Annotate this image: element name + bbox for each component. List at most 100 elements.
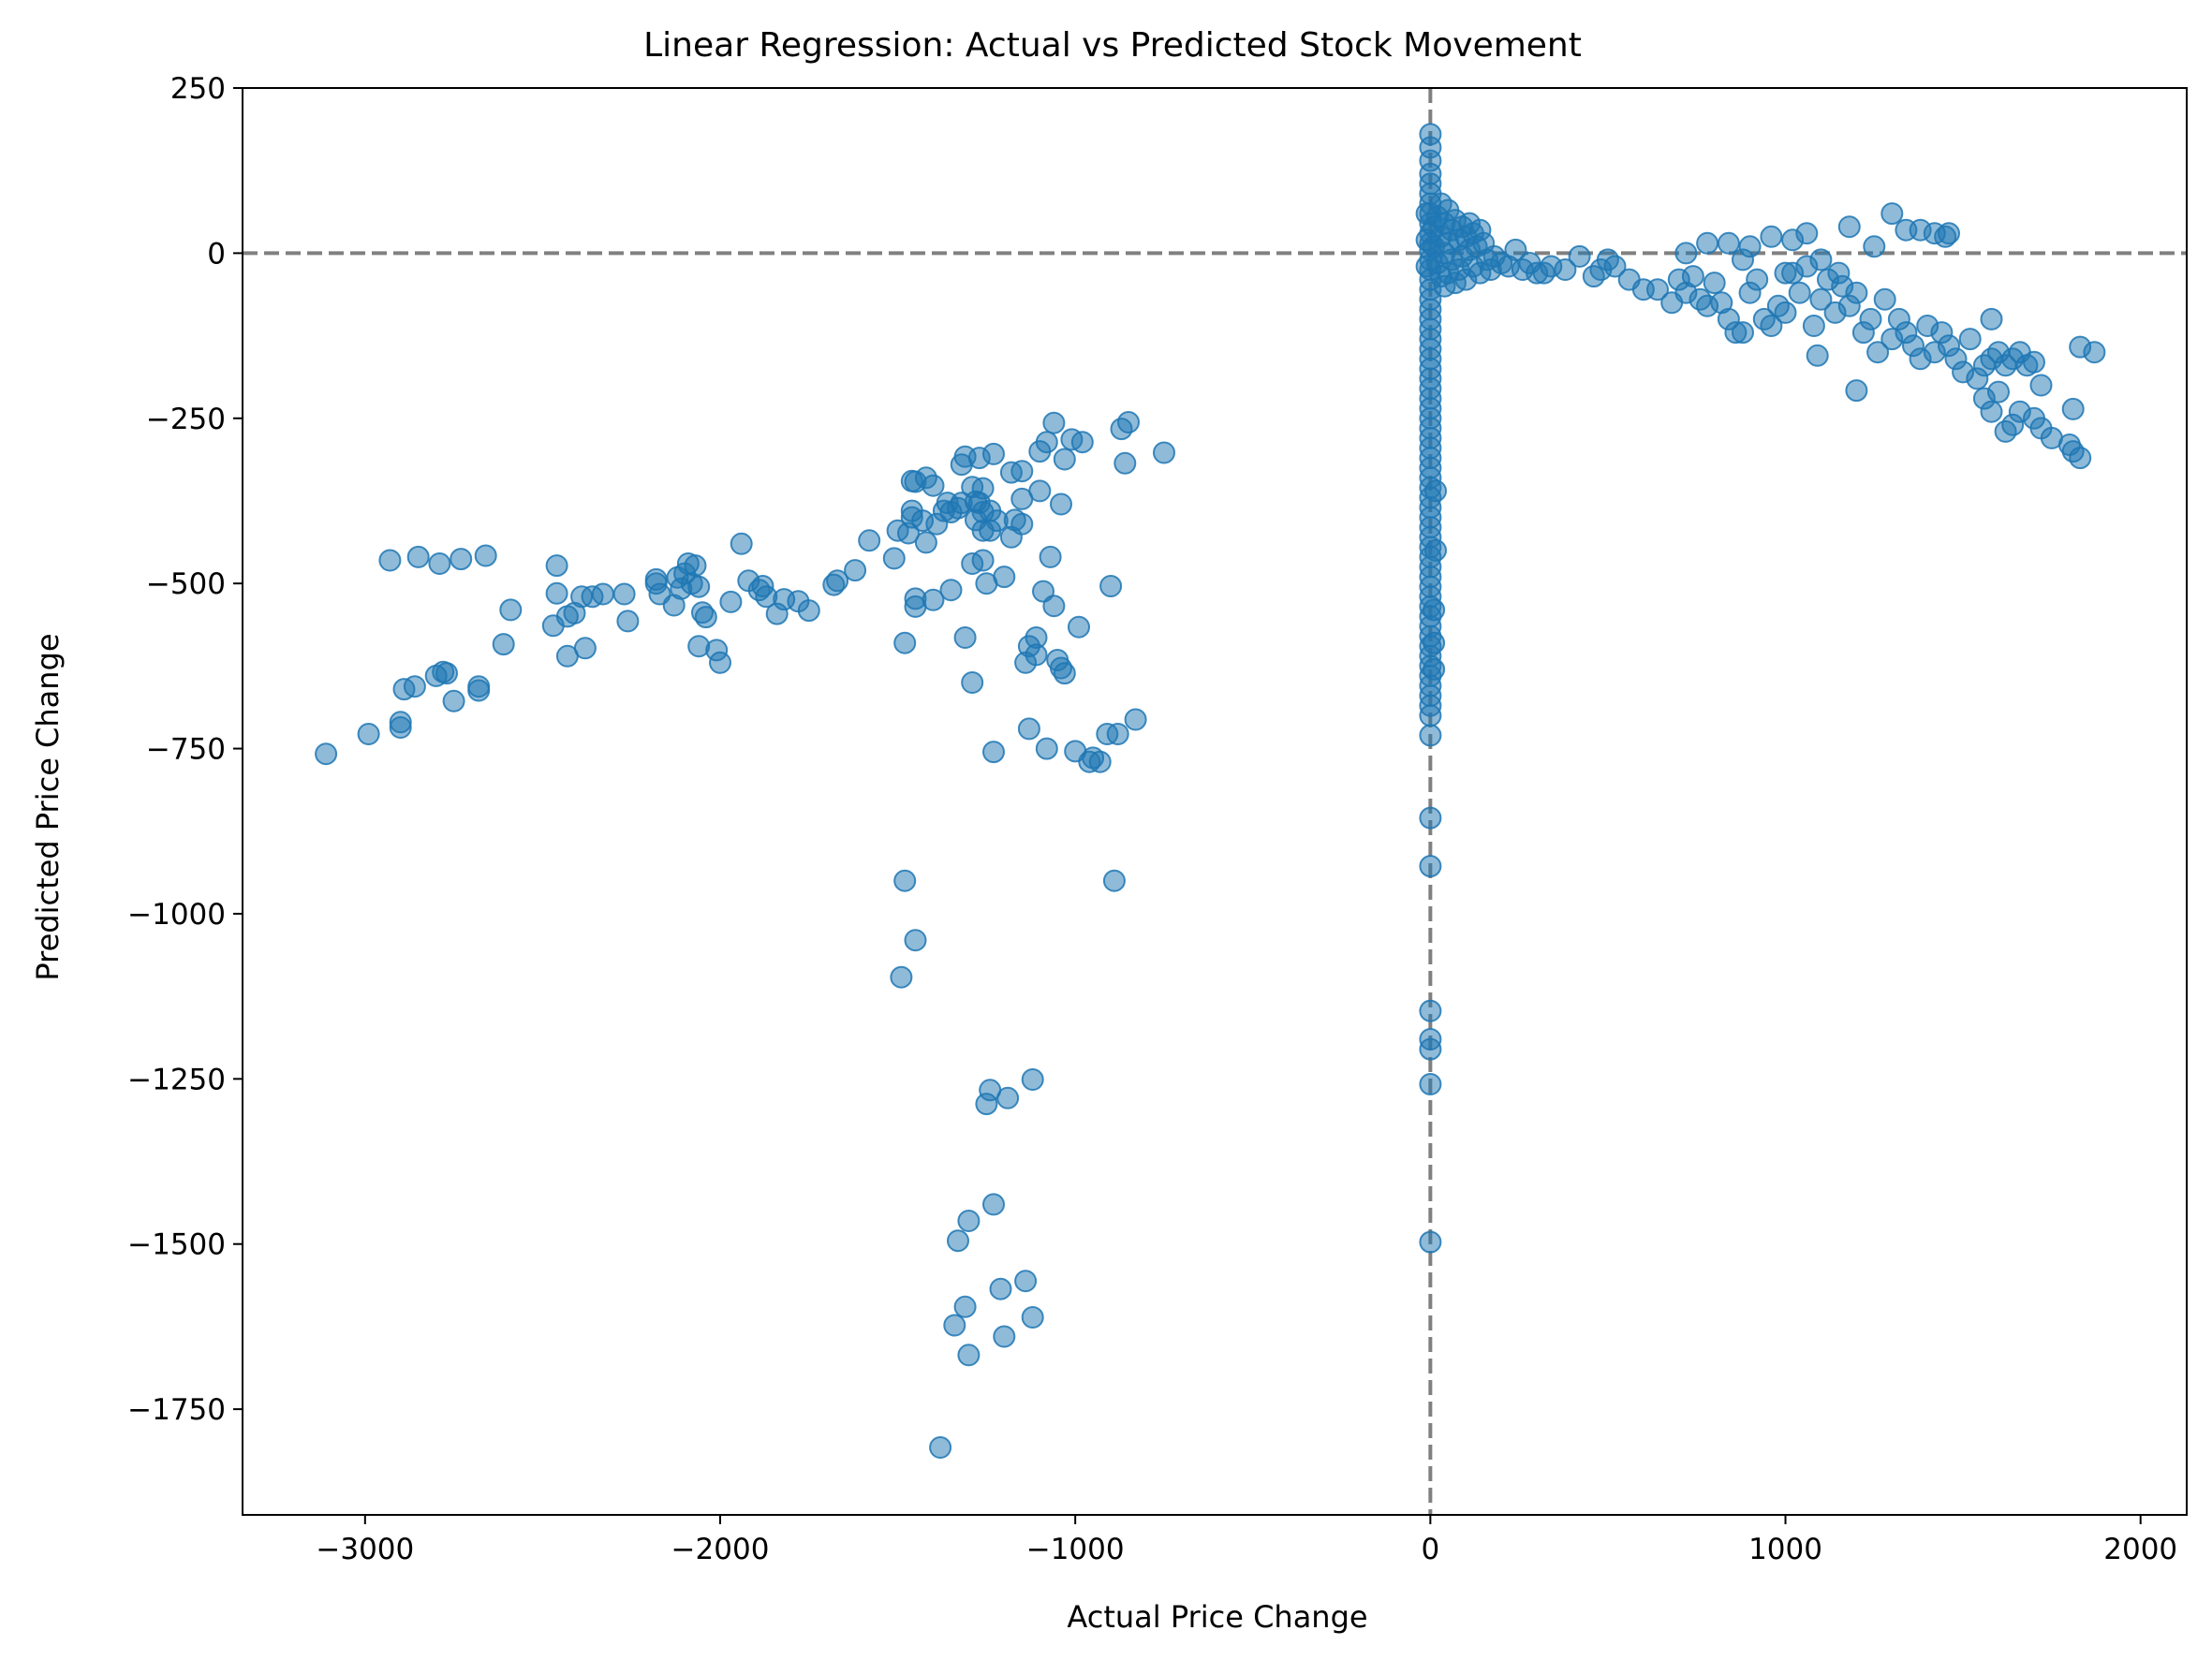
data-point xyxy=(1050,492,1072,516)
data-point xyxy=(957,1210,981,1232)
y-axis-label: Predicted Price Change xyxy=(30,633,66,980)
data-point xyxy=(1424,479,1447,503)
y-tick-label: 0 xyxy=(207,237,226,271)
data-point xyxy=(943,1314,966,1337)
data-point xyxy=(499,598,523,622)
data-point xyxy=(719,590,743,613)
y-tick-label: −500 xyxy=(146,567,226,601)
data-point xyxy=(432,660,455,683)
data-point xyxy=(1419,1037,1442,1061)
data-point xyxy=(545,554,568,578)
data-point xyxy=(1646,278,1669,301)
data-point xyxy=(971,477,995,500)
data-point xyxy=(971,549,995,572)
data-point xyxy=(890,965,913,989)
data-point xyxy=(1958,328,1982,351)
data-point xyxy=(687,575,711,598)
data-point xyxy=(2061,397,2085,420)
data-point xyxy=(1504,238,1527,261)
data-point xyxy=(1014,1270,1038,1293)
data-point xyxy=(1424,538,1447,562)
data-point xyxy=(730,532,753,555)
data-point xyxy=(1859,307,1882,331)
data-point xyxy=(1809,287,1833,311)
y-tick-label: −1750 xyxy=(127,1393,226,1427)
data-point xyxy=(1423,631,1446,654)
data-point xyxy=(709,651,731,674)
data-point xyxy=(612,582,636,606)
data-point xyxy=(1717,231,1740,255)
data-point xyxy=(914,531,937,554)
y-axis-ticks: 250 0 −250 −500 −750 −1000 −1250 −1500 −1750 xyxy=(127,72,243,1427)
data-point xyxy=(1603,255,1627,278)
data-point xyxy=(403,675,426,698)
data-point xyxy=(1419,724,1442,747)
data-point xyxy=(1746,268,1769,291)
x-tick-label: −1000 xyxy=(1026,1533,1125,1566)
data-point xyxy=(1674,242,1698,265)
x-tick-label: −2000 xyxy=(671,1533,770,1566)
x-axis-ticks: −3000 −2000 −1000 0 1000 2000 xyxy=(316,1515,2177,1566)
data-point xyxy=(826,569,849,593)
data-point xyxy=(1021,1306,1044,1329)
y-tick-label: −1500 xyxy=(127,1228,226,1262)
data-point xyxy=(1010,512,1034,536)
data-point xyxy=(1809,248,1833,272)
data-point xyxy=(1035,737,1058,760)
data-point xyxy=(545,581,568,605)
x-tick-label: 0 xyxy=(1421,1533,1439,1566)
data-point xyxy=(1760,225,1783,248)
data-point xyxy=(1827,261,1851,285)
data-point xyxy=(2069,447,2092,470)
data-point xyxy=(1681,265,1704,288)
data-point xyxy=(1035,431,1058,454)
x-axis-label: Actual Price Change xyxy=(1067,1599,1367,1635)
y-tick-label: −1000 xyxy=(127,898,226,932)
x-tick-label: 2000 xyxy=(2103,1533,2177,1566)
data-point xyxy=(1102,869,1126,892)
data-point xyxy=(1042,411,1066,434)
data-point xyxy=(694,606,717,629)
data-point xyxy=(1419,855,1442,878)
data-point xyxy=(1863,235,1886,258)
scatter-points xyxy=(315,123,2106,1459)
data-point xyxy=(953,1295,977,1318)
data-point xyxy=(2023,350,2045,374)
x-tick-label: −3000 xyxy=(316,1533,414,1566)
y-tick-label: −1250 xyxy=(127,1063,226,1096)
data-point xyxy=(996,1086,1020,1109)
data-point xyxy=(929,1436,952,1459)
data-point xyxy=(1866,341,1890,364)
data-point xyxy=(1781,228,1805,252)
data-point xyxy=(1028,479,1052,503)
data-point xyxy=(1153,441,1175,464)
data-point xyxy=(1568,244,1591,268)
data-point xyxy=(882,547,906,570)
data-point xyxy=(1124,708,1147,731)
data-point xyxy=(1068,615,1090,639)
data-point xyxy=(573,637,597,660)
data-point xyxy=(378,549,402,572)
data-point xyxy=(844,559,867,582)
data-point xyxy=(1938,222,1960,245)
data-point xyxy=(357,723,380,745)
data-point xyxy=(1837,215,1861,239)
chart-title: Linear Regression: Actual vs Predicted S… xyxy=(643,26,1582,65)
data-point xyxy=(1732,248,1754,272)
data-point xyxy=(893,869,917,892)
data-point xyxy=(389,711,412,734)
data-point xyxy=(1732,321,1754,345)
data-point xyxy=(442,689,465,712)
data-point xyxy=(1025,643,1048,667)
data-point xyxy=(904,929,927,952)
data-point xyxy=(1845,379,1868,403)
data-point xyxy=(922,588,945,611)
data-point xyxy=(893,631,917,654)
data-point xyxy=(315,742,338,766)
data-point xyxy=(1802,315,1825,337)
data-point xyxy=(1774,261,1797,285)
data-point xyxy=(1423,598,1446,622)
data-point xyxy=(982,741,1005,764)
data-point xyxy=(474,544,497,567)
